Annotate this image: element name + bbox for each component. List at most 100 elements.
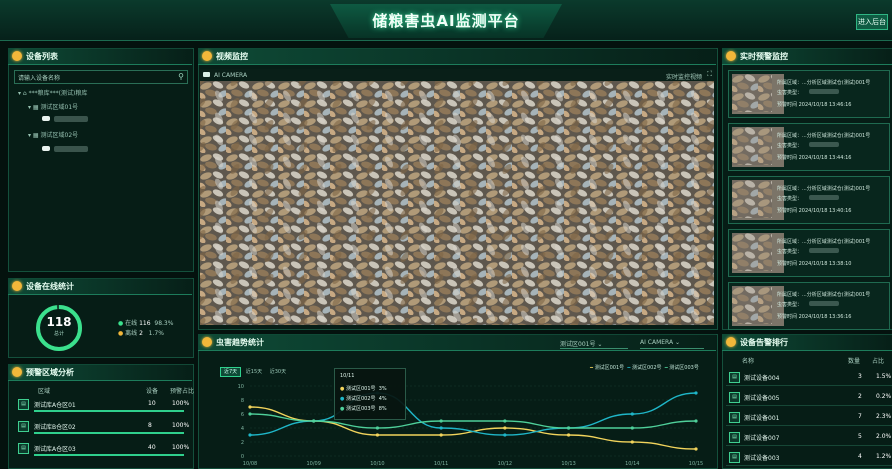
y-tick-label: 0 — [241, 454, 244, 460]
region-stats-title: 预警区域分析 — [26, 368, 74, 377]
offline-count: 2 — [139, 330, 143, 337]
alert-card[interactable]: 所属区域：...分析区域测试仓(测试)001号 虫害类型： 预警时间 2024/10… — [728, 229, 890, 277]
row-divider — [726, 465, 892, 466]
series-point[interactable] — [503, 433, 507, 437]
tooltip-row: ● 测试区001号 3% — [340, 386, 387, 392]
region-icon: ▤ — [18, 399, 29, 410]
fullscreen-icon[interactable]: ⛶ — [707, 70, 712, 78]
alert-pest-type: 虫害类型： — [777, 249, 803, 255]
ranking-pct: 0.2% — [876, 393, 892, 400]
camera-device-icon[interactable] — [42, 116, 50, 121]
alert-thumbnail[interactable] — [732, 180, 784, 220]
trend-select-area-label: 测试区001号 — [560, 341, 596, 348]
tab-30-days[interactable]: 近30天 — [269, 369, 287, 375]
alert-card[interactable]: 所属区域：...分析区域测试仓(测试)001号 虫害类型： 预警时间 2024/10… — [728, 123, 890, 171]
alert-card[interactable]: 所属区域：...分析区域测试仓(测试)001号 虫害类型： 预警时间 2024/10… — [728, 176, 890, 224]
tree-node-area-1[interactable]: ▾ ▦ 测试区域01号 — [28, 104, 79, 111]
trend-select-camera[interactable]: AI CAMERA ⌄ — [640, 339, 704, 349]
device-status-title: 设备在线统计 — [26, 282, 74, 291]
alert-card[interactable]: 所属区域：...分析区域测试仓(测试)001号 虫害类型： 预警时间 2024/10… — [728, 282, 890, 330]
series-point[interactable] — [375, 433, 380, 437]
region-count: 40 — [148, 444, 156, 451]
tree-node-label: 测试区域01号 — [40, 104, 79, 111]
ranking-count: 2 — [858, 393, 862, 400]
series-point[interactable] — [375, 426, 380, 430]
legend-item-1: ━ 测试区001号 — [590, 365, 625, 371]
series-point[interactable] — [248, 433, 252, 437]
trend-select-area[interactable]: 测试区001号 ⌄ — [560, 339, 628, 349]
chart-tooltip: 10/11 ● 测试区001号 3% ● 测试区002号 4% ● 测试区003… — [334, 368, 406, 420]
series-point[interactable] — [248, 412, 252, 416]
alert-region: 所属区域：...分析区域测试仓(测试)001号 — [777, 292, 871, 298]
fullscreen-label[interactable]: 实时监控视频 — [665, 74, 702, 81]
region-row[interactable]: ▤ 测试库B仓区02 8 100% — [14, 418, 189, 438]
video-title: 视频监控 — [216, 52, 248, 61]
series-point[interactable] — [566, 426, 571, 430]
series-point[interactable] — [630, 412, 634, 416]
trend-legend: ━ 测试区001号 ━ 测试区002号 ━ 测试区003号 — [590, 364, 699, 371]
ranking-row[interactable]: ▤ 测试设备004 3 1.5% — [726, 368, 892, 386]
x-tick-label: 10/13 — [561, 461, 575, 467]
tree-node-label: 测试区域02号 — [40, 132, 79, 139]
alert-thumbnail[interactable] — [732, 74, 784, 114]
trend-select-camera-label: AI CAMERA — [640, 339, 674, 346]
camera-name: AI CAMERA — [214, 72, 248, 79]
series-point[interactable] — [439, 433, 443, 437]
region-name: 测试库B仓区02 — [34, 424, 76, 431]
panel-dot-icon — [202, 337, 212, 347]
alert-pest-blurred — [809, 301, 839, 306]
region-progress-track — [34, 432, 184, 434]
series-point[interactable] — [630, 440, 634, 444]
series-point[interactable] — [694, 447, 698, 451]
row-divider — [726, 385, 892, 386]
region-row[interactable]: ▤ 测试库A仓区03 40 100% — [14, 440, 189, 460]
alerts-header: 实时预警监控 — [722, 48, 892, 65]
search-icon[interactable]: ⚲ — [178, 72, 184, 81]
region-stats-header: 预警区域分析 — [8, 364, 192, 381]
ranking-title: 设备告警排行 — [740, 338, 788, 347]
region-icon: ▤ — [18, 421, 29, 432]
series-point[interactable] — [248, 405, 252, 409]
series-point[interactable] — [630, 426, 634, 430]
series-point[interactable] — [439, 426, 443, 430]
ranking-row[interactable]: ▤ 测试设备003 4 1.2% — [726, 448, 892, 466]
alert-thumbnail[interactable] — [732, 286, 784, 326]
ranking-row[interactable]: ▤ 测试设备007 5 2.0% — [726, 428, 892, 446]
tree-node-area-2[interactable]: ▾ ▦ 测试区域02号 — [28, 132, 79, 139]
alert-pest-blurred — [809, 89, 839, 94]
row-divider — [726, 405, 892, 406]
row-divider — [726, 425, 892, 426]
tooltip-row-name: 测试区002号 — [345, 396, 376, 402]
x-tick-label: 10/09 — [307, 461, 321, 467]
admin-button[interactable]: 进入后台 — [856, 14, 888, 30]
tree-root[interactable]: ▾ ⌂ ***粮库***(测试)粮库 — [18, 90, 88, 97]
series-point[interactable] — [694, 419, 698, 423]
series-point[interactable] — [503, 426, 507, 430]
tab-15-days[interactable]: 近15天 — [245, 369, 263, 375]
alert-thumbnail[interactable] — [732, 127, 784, 167]
ranking-row[interactable]: ▤ 测试设备001 7 2.3% — [726, 408, 892, 426]
alert-region: 所属区域：...分析区域测试仓(测试)001号 — [777, 80, 871, 86]
series-point[interactable] — [503, 419, 507, 423]
series-point[interactable] — [566, 433, 571, 437]
online-count: 116 — [139, 320, 151, 327]
y-tick-label: 10 — [238, 384, 244, 390]
legend-label: 测试区001号 — [594, 365, 625, 371]
tooltip-row: ● 测试区002号 4% — [340, 396, 387, 402]
y-tick-label: 2 — [241, 440, 244, 446]
x-tick-label: 10/11 — [434, 461, 448, 467]
x-tick-label: 10/10 — [370, 461, 384, 467]
tooltip-row-name: 测试区001号 — [345, 386, 376, 392]
device-search-input[interactable]: 请输入设备名称 ⚲ — [14, 70, 188, 84]
alert-pest-type: 虫害类型： — [777, 143, 803, 149]
tab-7-days[interactable]: 近7天 — [220, 367, 242, 377]
series-point[interactable] — [312, 419, 316, 423]
series-point[interactable] — [439, 419, 443, 423]
series-point[interactable] — [694, 391, 698, 395]
region-col-count: 设备 — [146, 388, 159, 395]
alert-card[interactable]: 所属区域：...分析区域测试仓(测试)001号 虫害类型： 预警时间 2024/10… — [728, 70, 890, 118]
region-row[interactable]: ▤ 测试库A仓区01 10 100% — [14, 396, 189, 416]
camera-device-icon[interactable] — [42, 146, 50, 151]
alert-thumbnail[interactable] — [732, 233, 784, 273]
ranking-row[interactable]: ▤ 测试设备005 2 0.2% — [726, 388, 892, 406]
